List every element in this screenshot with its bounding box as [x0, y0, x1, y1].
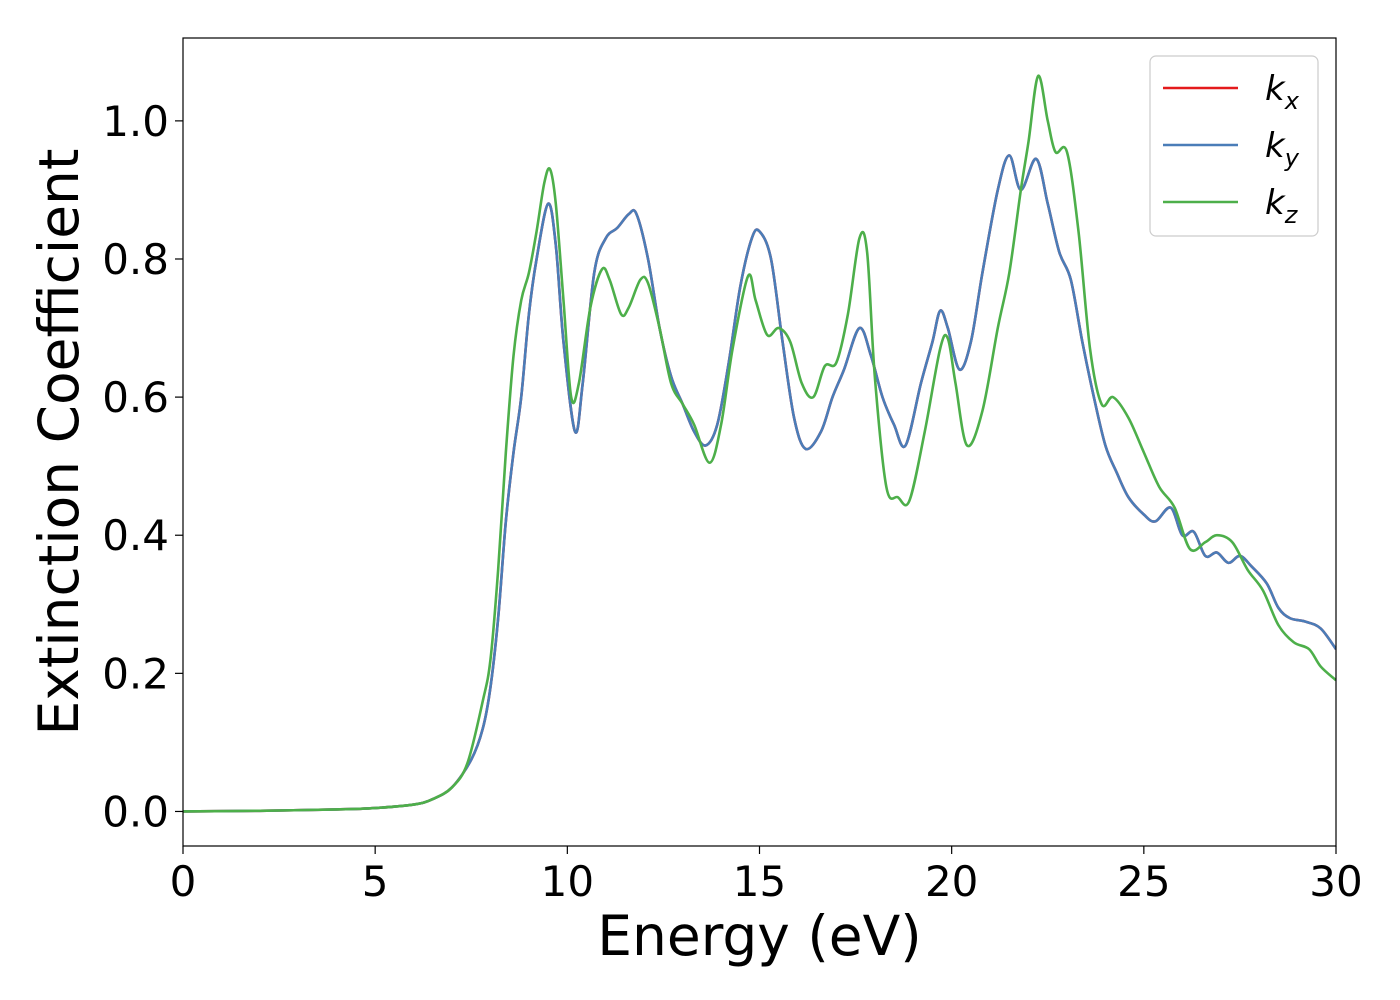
y-axis-title: Extinction Coefficient: [27, 149, 91, 736]
y-tick-label: 0.0: [102, 787, 169, 836]
y-tick-label: 0.6: [102, 373, 169, 422]
series-line-kz: [183, 74, 1336, 813]
y-tick-label: 0.2: [102, 649, 169, 698]
plot-lines: [183, 74, 1336, 813]
x-tick-label: 15: [733, 857, 786, 906]
x-tick-label: 0: [170, 857, 197, 906]
x-axis-ticks: 0 5 10 15 20 25 30: [170, 846, 1363, 906]
x-tick-label: 5: [362, 857, 389, 906]
y-tick-label: 1.0: [102, 97, 169, 146]
y-tick-label: 0.8: [102, 235, 169, 284]
x-tick-label: 30: [1309, 857, 1362, 906]
x-tick-label: 10: [541, 857, 594, 906]
y-tick-label: 0.4: [102, 511, 169, 560]
series-line-kx: [183, 154, 1336, 813]
x-tick-label: 20: [925, 857, 978, 906]
x-axis-title: Energy (eV): [597, 904, 921, 968]
x-tick-label: 25: [1117, 857, 1170, 906]
y-axis-ticks: 0.0 0.2 0.4 0.6 0.8 1.0: [102, 97, 183, 836]
series-line-ky: [183, 154, 1336, 813]
